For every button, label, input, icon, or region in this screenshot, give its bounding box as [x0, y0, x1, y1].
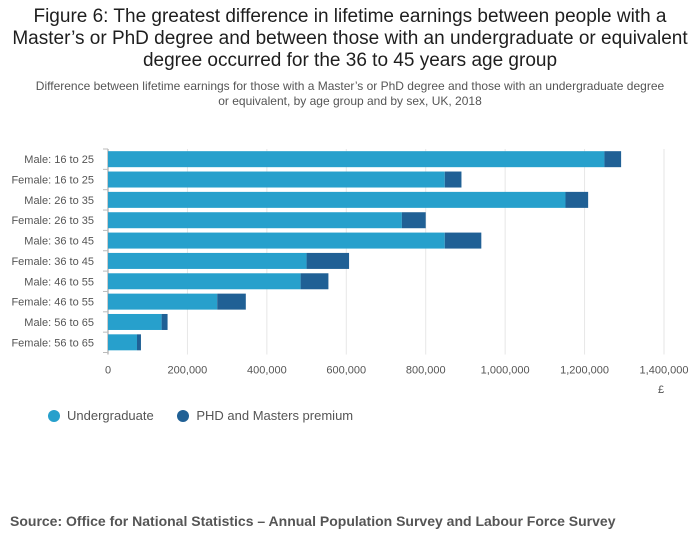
bar-chart: Male: 16 to 25 Female: 16 to 25 Male: 26 t…	[11, 148, 689, 396]
x-tick-label: 200,000	[168, 365, 208, 377]
bar-premium[interactable]	[306, 252, 350, 269]
category-label: Male: 46 to 55	[24, 276, 94, 288]
legend-swatch-undergraduate	[48, 409, 60, 422]
x-tick-label: 1,400,000	[640, 365, 689, 377]
source-note: Source: Office for National Statistics –…	[10, 513, 616, 529]
x-tick-label: 0	[105, 365, 111, 377]
bar-premium[interactable]	[565, 191, 589, 208]
bar-premium[interactable]	[444, 232, 482, 249]
category-label: Female: 36 to 45	[11, 256, 94, 268]
legend-item-premium[interactable]: PHD and Masters premium	[177, 408, 353, 423]
x-tick-label: 400,000	[247, 365, 287, 377]
bar-premium[interactable]	[161, 313, 168, 330]
x-axis-label: £	[658, 384, 664, 396]
category-label: Female: 46 to 55	[11, 297, 94, 309]
category-label: Female: 26 to 35	[11, 215, 94, 227]
bar-premium[interactable]	[300, 273, 329, 290]
x-tick-label: 800,000	[406, 365, 446, 377]
bar-undergraduate[interactable]	[108, 334, 137, 351]
bar-undergraduate[interactable]	[108, 273, 301, 290]
category-label: Male: 16 to 25	[24, 154, 94, 166]
x-tick-labels: 0 200,000 400,000 600,000 800,000 1,000,000 1,…	[105, 365, 689, 377]
category-label: Female: 16 to 25	[11, 175, 94, 187]
bar-premium[interactable]	[444, 171, 462, 188]
bar-premium[interactable]	[136, 334, 141, 351]
bars	[108, 151, 622, 351]
bar-undergraduate[interactable]	[108, 191, 566, 208]
category-label: Male: 56 to 65	[24, 317, 94, 329]
legend: Undergraduate PHD and Masters premium	[48, 408, 373, 425]
chart-subtitle: Difference between lifetime earnings for…	[35, 79, 665, 108]
bar-undergraduate[interactable]	[108, 252, 307, 269]
x-tick-label: 1,200,000	[560, 365, 609, 377]
bar-premium[interactable]	[217, 293, 246, 310]
chart-title: Figure 6: The greatest difference in lif…	[12, 6, 688, 71]
category-label: Female: 56 to 65	[11, 337, 94, 349]
x-tick-label: 600,000	[326, 365, 366, 377]
legend-item-undergraduate[interactable]: Undergraduate	[48, 408, 154, 423]
bar-undergraduate[interactable]	[108, 232, 445, 249]
bar-premium[interactable]	[401, 212, 426, 229]
bar-premium[interactable]	[604, 151, 622, 168]
category-label: Male: 36 to 45	[24, 236, 94, 248]
bar-undergraduate[interactable]	[108, 293, 218, 310]
bar-undergraduate[interactable]	[108, 212, 402, 229]
legend-label-premium: PHD and Masters premium	[196, 408, 354, 423]
category-labels: Male: 16 to 25 Female: 16 to 25 Male: 26 t…	[11, 148, 108, 353]
category-label: Male: 26 to 35	[24, 195, 94, 207]
legend-label-undergraduate: Undergraduate	[67, 408, 154, 423]
bar-undergraduate[interactable]	[108, 313, 162, 330]
bar-undergraduate[interactable]	[108, 171, 445, 188]
bar-undergraduate[interactable]	[108, 151, 605, 168]
x-tick-label: 1,000,000	[481, 365, 530, 377]
legend-swatch-premium	[177, 409, 190, 422]
